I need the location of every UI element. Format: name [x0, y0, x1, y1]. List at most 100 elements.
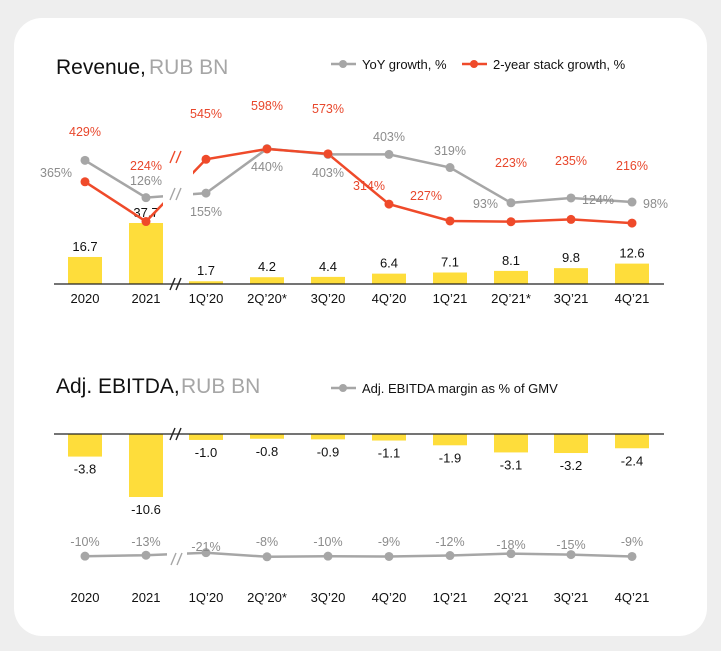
ebitda-axis-break	[169, 427, 182, 441]
ebitda-category-2021: 2021	[132, 590, 161, 605]
ebitda-legend: Adj. EBITDA margin as % of GMV	[331, 381, 558, 396]
margin-label-1q-20: -21%	[191, 540, 220, 554]
ebitda-category-1q-21: 1Q’21	[433, 590, 468, 605]
margin-line-break-slash-2	[176, 552, 183, 566]
ebitda-bar-value-2021: -10.6	[131, 502, 161, 517]
revenue-bar-value-4q-21: 12.6	[619, 246, 644, 261]
stack-label-1q-21: 227%	[410, 189, 442, 203]
stack-break-slash-1	[169, 150, 176, 164]
revenue-title: Revenue,	[56, 56, 146, 79]
ebitda-category-3q-20: 3Q’20	[311, 590, 346, 605]
revenue-bar-1q-21	[433, 272, 467, 284]
yoy-label-2021: 126%	[130, 174, 162, 188]
stack-marker-2q-20	[262, 144, 272, 154]
stack-marker-2q-21	[506, 217, 516, 227]
ebitda-category-3q-21: 3Q’21	[554, 590, 589, 605]
yoy-label-2q-21: 93%	[473, 197, 498, 211]
revenue-bar-value-2q-20: 4.2	[258, 259, 276, 274]
stack-label-1q-20: 545%	[190, 107, 222, 121]
margin-marker-1q-21	[445, 551, 455, 561]
revenue-category-4q-20: 4Q’20	[372, 291, 407, 306]
ebitda-bar-value-2q-20: -0.8	[256, 444, 278, 459]
margin-line-break-slash-1	[170, 552, 177, 566]
revenue-bar-4q-21	[615, 263, 649, 284]
revenue-bar-value-3q-21: 9.8	[562, 250, 580, 265]
ebitda-margin-line: -10% -13% -21% -8% -10% -9% -12% -18% -15% -9%	[70, 535, 643, 570]
yoy-marker-2q-21	[506, 198, 516, 208]
stack-marker-3q-21	[566, 214, 576, 224]
margin-marker-2q-21	[506, 549, 516, 559]
legend-yoy-label: YoY growth, %	[362, 57, 447, 72]
ebitda-bar-2q-20	[250, 434, 284, 439]
ebitda-bar-1q-20	[189, 434, 223, 440]
yoy-label-4q-21: 98%	[643, 197, 668, 211]
revenue-bar-3q-21	[554, 268, 588, 284]
stack-label-2021: 224%	[130, 159, 162, 173]
yoy-marker-2020	[80, 155, 90, 165]
revenue-axis-break-slash-1	[169, 277, 176, 291]
yoy-marker-1q-20	[201, 188, 211, 198]
revenue-bar-2021	[129, 223, 163, 284]
margin-label-4q-21: -9%	[621, 535, 643, 549]
stack-label-2020: 429%	[69, 125, 101, 139]
revenue-category-3q-21: 3Q’21	[554, 291, 589, 306]
revenue-bar-value-2q-21: 8.1	[502, 253, 520, 268]
ebitda-bar-value-3q-21: -3.2	[560, 458, 582, 473]
ebitda-bar-value-3q-20: -0.9	[317, 444, 339, 459]
legend-yoy-marker	[339, 60, 347, 68]
margin-label-2q-20: -8%	[256, 535, 278, 549]
stack-marker-2020	[80, 177, 90, 187]
revenue-bars: 16.737.71.7 4.2 4.4 6.4 7.1 8.1 9.8 12.6	[68, 205, 649, 284]
revenue-category-2q-20: 2Q’20*	[247, 291, 287, 306]
stack-marker-2021	[141, 217, 151, 227]
ebitda-bar-3q-20	[311, 434, 345, 440]
revenue-legend: YoY growth, % 2-year stack growth, %	[331, 57, 626, 72]
ebitda-title: Adj. EBITDA,	[56, 375, 180, 398]
yoy-break-slash-2	[175, 187, 182, 201]
ebitda-category-2q-20: 2Q’20*	[247, 590, 287, 605]
margin-marker-2q-20	[262, 552, 272, 562]
margin-label-4q-20: -9%	[378, 535, 400, 549]
legend-margin-marker	[339, 384, 347, 392]
margin-marker-4q-20	[384, 551, 394, 561]
revenue-category-2q-21: 2Q’21*	[491, 291, 531, 306]
stack-marker-1q-20	[201, 154, 211, 164]
chart-card	[14, 18, 707, 636]
stack-marker-4q-21	[627, 218, 637, 228]
revenue-growth-lines: 365% 126% 155% 440% 403% 403% 319% 93% 124% 98% 42…	[40, 99, 668, 228]
yoy-label-3q-21: 124%	[582, 193, 614, 207]
yoy-label-1q-21: 319%	[434, 144, 466, 158]
ebitda-unit: RUB BN	[181, 375, 260, 398]
stack-break-slash-2	[175, 150, 182, 164]
stack-label-2q-20: 598%	[251, 99, 283, 113]
ebitda-bar-value-1q-21: -1.9	[439, 450, 461, 465]
ebitda-bar-2q-21	[494, 434, 528, 453]
ebitda-category-4q-21: 4Q’21	[615, 590, 650, 605]
stack-label-4q-20: 314%	[353, 179, 385, 193]
revenue-category-1q-21: 1Q’21	[433, 291, 468, 306]
revenue-bar-value-4q-20: 6.4	[380, 256, 398, 271]
ebitda-bar-value-2020: -3.8	[74, 462, 96, 477]
yoy-label-1q-20: 155%	[190, 205, 222, 219]
yoy-marker-3q-21	[566, 193, 576, 203]
revenue-bar-3q-20	[311, 276, 345, 284]
revenue-category-2021: 2021	[132, 291, 161, 306]
ebitda-bar-1q-21	[433, 434, 467, 446]
margin-label-1q-21: -12%	[435, 535, 464, 549]
stack-marker-4q-20	[384, 199, 394, 209]
ebitda-category-2020: 2020	[71, 590, 100, 605]
ebitda-bar-4q-21	[615, 434, 649, 449]
ebitda-line-break-gap	[167, 548, 187, 570]
revenue-axis-break	[169, 277, 182, 291]
ebitda-bar-value-1q-20: -1.0	[195, 445, 217, 460]
ebitda-category-2q-21: 2Q’21	[494, 590, 529, 605]
margin-marker-3q-20	[323, 551, 333, 561]
ebitda-axis-break-slash-1	[169, 427, 176, 441]
legend-stack-label: 2-year stack growth, %	[493, 57, 626, 72]
revenue-axis-break-slash-2	[175, 277, 182, 291]
yoy-label-2q-20: 440%	[251, 160, 283, 174]
margin-marker-2021	[141, 550, 151, 560]
stack-marker-3q-20	[323, 149, 333, 159]
margin-label-3q-20: -10%	[313, 535, 342, 549]
